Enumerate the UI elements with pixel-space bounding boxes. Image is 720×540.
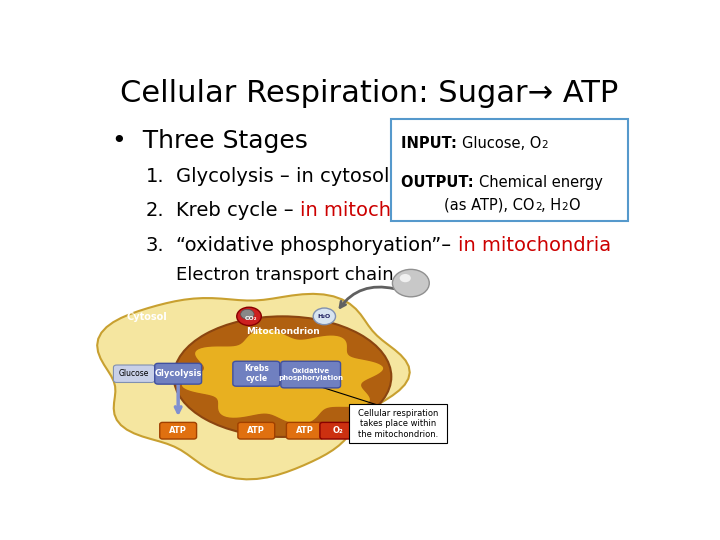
Text: Cytosol: Cytosol xyxy=(126,312,167,322)
Text: (as ATP), CO: (as ATP), CO xyxy=(444,198,535,213)
Text: INPUT:: INPUT: xyxy=(401,136,462,151)
Text: in mitochondria: in mitochondria xyxy=(458,236,611,255)
Text: in mitochondria: in mitochondria xyxy=(300,201,454,220)
Text: 2: 2 xyxy=(535,201,541,212)
Circle shape xyxy=(237,307,261,326)
Text: Electron transport chain: Electron transport chain xyxy=(176,266,394,285)
FancyBboxPatch shape xyxy=(160,422,197,439)
FancyBboxPatch shape xyxy=(238,422,275,439)
Text: Glucose, O: Glucose, O xyxy=(462,136,541,151)
Text: H₂O: H₂O xyxy=(318,314,331,319)
Text: O₂: O₂ xyxy=(333,426,343,435)
Polygon shape xyxy=(181,328,384,424)
FancyBboxPatch shape xyxy=(233,361,279,386)
FancyBboxPatch shape xyxy=(155,363,202,384)
Text: “oxidative phosphoryation”–: “oxidative phosphoryation”– xyxy=(176,236,458,255)
Text: OUTPUT:: OUTPUT: xyxy=(401,175,479,190)
Text: Glycolysis – in cytosol: Glycolysis – in cytosol xyxy=(176,167,390,186)
Ellipse shape xyxy=(174,316,392,437)
Text: , H: , H xyxy=(541,198,562,213)
Text: O: O xyxy=(568,198,580,213)
Text: Cellular Respiration: Sugar→ ATP: Cellular Respiration: Sugar→ ATP xyxy=(120,79,618,109)
Text: 1.: 1. xyxy=(145,167,164,186)
Text: Cellular respiration
takes place within
the mitochondrion.: Cellular respiration takes place within … xyxy=(358,409,438,439)
Circle shape xyxy=(240,309,254,319)
FancyBboxPatch shape xyxy=(281,361,341,388)
Text: 2: 2 xyxy=(541,140,549,151)
FancyBboxPatch shape xyxy=(287,422,323,439)
Text: Oxidative
phosphorylation: Oxidative phosphorylation xyxy=(278,368,343,381)
FancyBboxPatch shape xyxy=(392,119,629,221)
Text: ATP: ATP xyxy=(248,426,265,435)
Text: 2.: 2. xyxy=(145,201,164,220)
FancyBboxPatch shape xyxy=(114,365,155,382)
Circle shape xyxy=(400,274,411,282)
Text: ATP: ATP xyxy=(169,426,187,435)
Text: Kreb cycle –: Kreb cycle – xyxy=(176,201,300,220)
Text: ATP: ATP xyxy=(296,426,314,435)
FancyBboxPatch shape xyxy=(320,422,356,439)
Text: CO₂: CO₂ xyxy=(245,316,257,321)
Circle shape xyxy=(313,308,336,325)
Polygon shape xyxy=(97,294,410,480)
Text: Krebs
cycle: Krebs cycle xyxy=(244,364,269,383)
Circle shape xyxy=(392,269,429,297)
Text: Glycolysis: Glycolysis xyxy=(155,369,202,378)
Text: Mitochondrion: Mitochondrion xyxy=(246,327,320,336)
Text: 3.: 3. xyxy=(145,236,164,255)
Text: Glucose: Glucose xyxy=(119,369,149,378)
Text: •  Three Stages: • Three Stages xyxy=(112,129,308,153)
Text: Chemical energy: Chemical energy xyxy=(479,175,603,190)
Text: 2: 2 xyxy=(562,201,568,212)
FancyBboxPatch shape xyxy=(349,404,447,443)
